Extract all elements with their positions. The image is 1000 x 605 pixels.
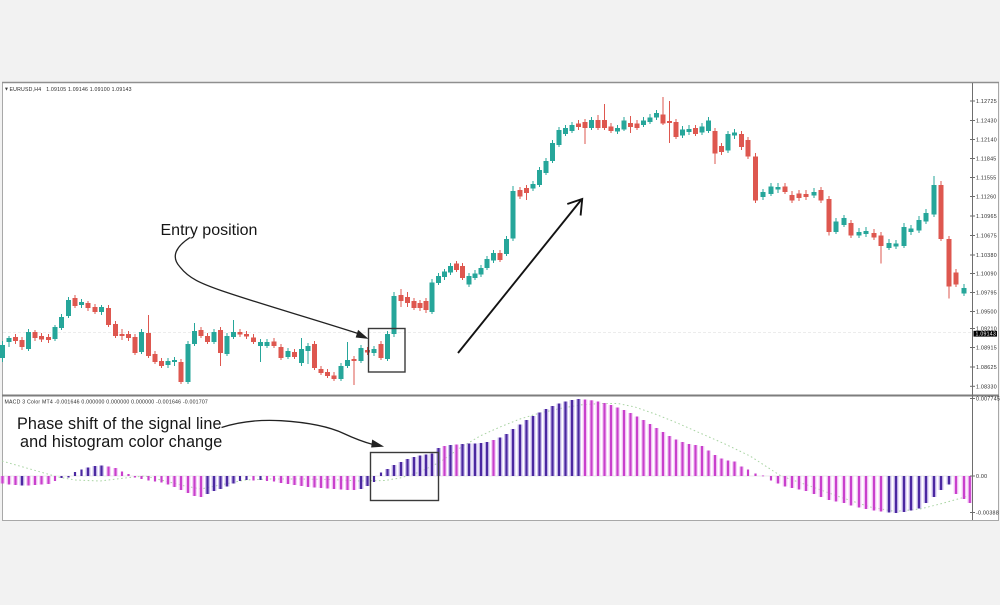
svg-text:1.09500: 1.09500 [976, 310, 997, 316]
svg-text:Phase shift of the signal line: Phase shift of the signal line [17, 415, 222, 433]
svg-text:1.12430: 1.12430 [976, 119, 997, 125]
svg-text:1.09210: 1.09210 [976, 327, 997, 333]
svg-text:1.08330: 1.08330 [976, 384, 997, 390]
svg-text:0.00: 0.00 [976, 474, 987, 480]
svg-text:1.12725: 1.12725 [976, 99, 997, 105]
svg-text:0.007745: 0.007745 [976, 397, 1000, 403]
svg-text:1.11260: 1.11260 [976, 195, 997, 201]
svg-text:1.09795: 1.09795 [976, 291, 997, 297]
svg-text:1.09143: 1.09143 [976, 331, 997, 337]
svg-text:1.11555: 1.11555 [976, 176, 997, 182]
svg-text:1.10965: 1.10965 [976, 214, 997, 220]
svg-text:-0.00388: -0.00388 [976, 511, 999, 517]
svg-text:1.08625: 1.08625 [976, 365, 997, 371]
svg-text:1.10090: 1.10090 [976, 272, 997, 278]
svg-text:1.08915: 1.08915 [976, 346, 997, 352]
svg-text:1.10675: 1.10675 [976, 234, 997, 240]
svg-text:EURUSD,H4 1.09105 1.09146 1.: EURUSD,H4 1.09105 1.09146 1.09100 1.0914… [10, 87, 132, 93]
svg-text:and histogram color change: and histogram color change [20, 433, 222, 451]
svg-text:Entry position: Entry position [161, 222, 258, 239]
svg-text:1.10380: 1.10380 [976, 253, 997, 259]
svg-text:▼: ▼ [4, 87, 9, 93]
svg-text:1.11845: 1.11845 [976, 157, 997, 163]
svg-text:MACD 3 Color MT4 -0.001646 0.0: MACD 3 Color MT4 -0.001646 0.000000 0.00… [5, 400, 209, 406]
svg-text:1.12140: 1.12140 [976, 138, 997, 144]
